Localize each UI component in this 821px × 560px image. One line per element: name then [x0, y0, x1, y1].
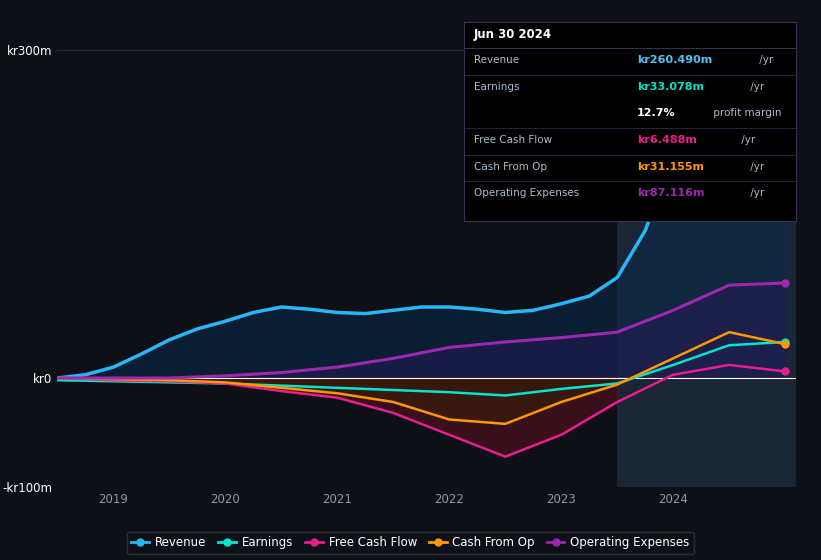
- Bar: [617, 50, 796, 487]
- Text: Cash From Op: Cash From Op: [474, 162, 547, 172]
- Text: Earnings: Earnings: [474, 82, 520, 92]
- Text: /yr: /yr: [738, 135, 755, 145]
- Text: kr31.155m: kr31.155m: [637, 162, 704, 172]
- Text: kr87.116m: kr87.116m: [637, 188, 704, 198]
- Text: Free Cash Flow: Free Cash Flow: [474, 135, 552, 145]
- Text: Jun 30 2024: Jun 30 2024: [474, 29, 552, 41]
- Text: /yr: /yr: [747, 188, 764, 198]
- Text: Operating Expenses: Operating Expenses: [474, 188, 579, 198]
- Text: /yr: /yr: [756, 55, 773, 65]
- Legend: Revenue, Earnings, Free Cash Flow, Cash From Op, Operating Expenses: Revenue, Earnings, Free Cash Flow, Cash …: [126, 531, 695, 554]
- Text: profit margin: profit margin: [710, 109, 782, 118]
- Text: kr260.490m: kr260.490m: [637, 55, 712, 65]
- Text: Revenue: Revenue: [474, 55, 519, 65]
- Text: /yr: /yr: [747, 82, 764, 92]
- Text: /yr: /yr: [747, 162, 764, 172]
- Text: kr6.488m: kr6.488m: [637, 135, 697, 145]
- Text: kr33.078m: kr33.078m: [637, 82, 704, 92]
- Text: 12.7%: 12.7%: [637, 109, 676, 118]
